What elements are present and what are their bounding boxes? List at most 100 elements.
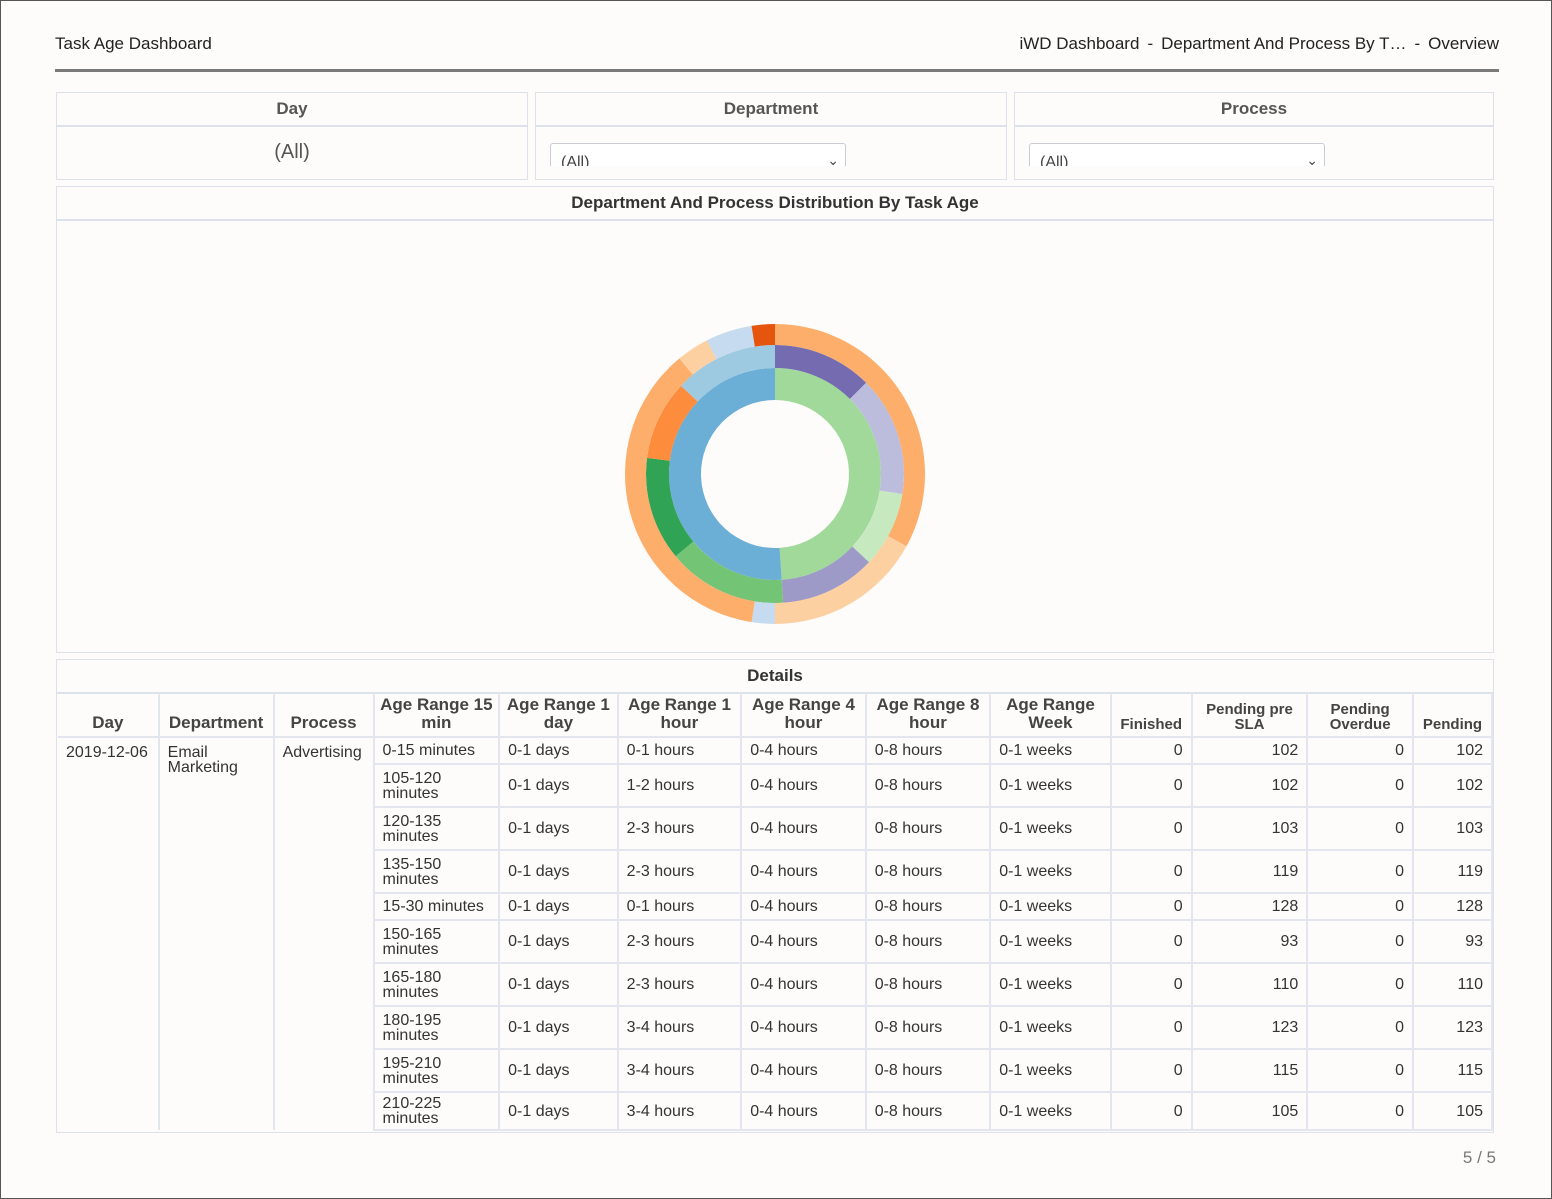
column-header[interactable]: Process	[273, 693, 375, 738]
table-cell: 0-4 hours	[741, 764, 867, 808]
process-filter-panel: Process (All) ⌄	[1014, 92, 1494, 180]
sunburst-segment-middle-4[interactable]	[675, 541, 784, 603]
day-filter-value[interactable]: (All)	[274, 141, 310, 163]
sunburst-segment-middle-3[interactable]	[781, 546, 870, 603]
sunburst-segment-inner-1[interactable]	[669, 368, 782, 580]
department-filter-label: Department	[536, 93, 1006, 127]
column-header[interactable]: Age Range 1 hour	[617, 693, 743, 738]
table-cell: 2-3 hours	[617, 850, 743, 894]
table-cell: 102	[1191, 737, 1309, 765]
table-cell: 0-8 hours	[865, 737, 992, 765]
table-cell: 128	[1191, 893, 1309, 921]
table-cell: 1-2 hours	[617, 764, 743, 808]
column-header[interactable]: Day	[58, 693, 160, 738]
table-cell: 0-1 weeks	[990, 1092, 1112, 1131]
table-cell: 0-1 weeks	[990, 807, 1112, 851]
table-cell: 0-8 hours	[865, 920, 992, 964]
table-cell: 0-4 hours	[741, 1092, 867, 1131]
process-dropdown[interactable]: (All) ⌄	[1029, 143, 1325, 166]
column-header[interactable]: Age Range 8 hour	[865, 693, 992, 738]
column-header[interactable]: Age Range 4 hour	[741, 693, 867, 738]
column-header[interactable]: Pending	[1413, 693, 1493, 738]
table-cell: 110	[1191, 963, 1309, 1007]
table-cell: 0-1 hours	[617, 893, 743, 921]
sunburst-segment-middle-6[interactable]	[647, 385, 698, 461]
column-header[interactable]: Age Range 15 min	[373, 693, 501, 738]
table-cell: 103	[1413, 807, 1493, 851]
table-row: 180-195 minutes 0-1 days 3-4 hours 0-4 hour…	[58, 1006, 1493, 1050]
table-cell: 135-150 minutes	[373, 850, 501, 894]
process-dropdown-value: (All)	[1040, 154, 1069, 166]
department-dropdown-value: (All)	[561, 154, 590, 166]
column-header[interactable]: Pending Overdue	[1307, 693, 1414, 738]
sunburst-segment-outer-4[interactable]	[679, 340, 717, 375]
table-cell: 0-1 weeks	[990, 963, 1112, 1007]
breadcrumb-item-report[interactable]: Department And Process By T…	[1161, 34, 1407, 53]
table-cell-day: 2019-12-06	[58, 737, 160, 1130]
table-cell: 102	[1413, 764, 1493, 808]
table-cell: 0-8 hours	[865, 1006, 992, 1050]
sunburst-segment-outer-6[interactable]	[751, 324, 775, 347]
table-cell: 0	[1110, 1006, 1193, 1050]
column-header[interactable]: Department	[158, 693, 275, 738]
table-cell: 0-1 days	[499, 850, 619, 894]
table-cell: 0	[1307, 764, 1414, 808]
table-cell: 0-4 hours	[741, 920, 867, 964]
table-cell: 150-165 minutes	[373, 920, 501, 964]
details-panel: Details Day Department Process Age Range…	[56, 659, 1494, 1133]
table-cell: 0-1 weeks	[990, 1049, 1112, 1093]
table-cell: 0-1 days	[499, 807, 619, 851]
chart-panel: Department And Process Distribution By T…	[56, 186, 1494, 653]
column-header[interactable]: Age Range Week	[990, 693, 1112, 738]
breadcrumb: iWD Dashboard - Department And Process By …	[1019, 34, 1499, 54]
table-cell: 0-4 hours	[741, 737, 867, 765]
sunburst-segment-inner-0[interactable]	[775, 368, 882, 580]
sunburst-segment-middle-0[interactable]	[775, 345, 867, 400]
table-cell: 0-1 days	[499, 920, 619, 964]
table-row: 135-150 minutes 0-1 days 2-3 hours 0-4 hour…	[58, 850, 1493, 894]
table-cell: 115	[1413, 1049, 1493, 1093]
table-cell: 0-1 weeks	[990, 920, 1112, 964]
column-header[interactable]: Pending pre SLA	[1191, 693, 1309, 738]
table-cell: 0-8 hours	[865, 1092, 992, 1131]
dashboard-header: Task Age Dashboard iWD Dashboard - Departm…	[55, 34, 1499, 72]
breadcrumb-item-dashboard[interactable]: iWD Dashboard	[1019, 34, 1140, 53]
column-header[interactable]: Age Range 1 day	[499, 693, 619, 738]
table-cell: 0-8 hours	[865, 807, 992, 851]
table-cell: 93	[1191, 920, 1309, 964]
sunburst-segment-outer-2[interactable]	[751, 601, 775, 624]
table-cell: 0-1 days	[499, 963, 619, 1007]
table-row: 105-120 minutes 0-1 days 1-2 hours 0-4 hour…	[58, 764, 1493, 808]
table-cell: 0	[1307, 1049, 1414, 1093]
table-cell: 195-210 minutes	[373, 1049, 501, 1093]
table-cell: 0	[1307, 807, 1414, 851]
table-cell: 0-4 hours	[741, 807, 867, 851]
day-filter-label: Day	[57, 93, 527, 127]
sunburst-segment-middle-1[interactable]	[849, 382, 904, 495]
sunburst-segment-outer-1[interactable]	[775, 536, 907, 624]
table-cell: 0-15 minutes	[373, 737, 501, 765]
chevron-down-icon: ⌄	[1306, 152, 1318, 166]
table-cell: 0-1 weeks	[990, 764, 1112, 808]
table-cell: 0-1 days	[499, 1092, 619, 1131]
table-cell: 0-1 days	[499, 893, 619, 921]
table-cell: 0-1 weeks	[990, 737, 1112, 765]
breadcrumb-item-overview[interactable]: Overview	[1428, 34, 1499, 53]
sunburst-segment-middle-5[interactable]	[646, 457, 694, 557]
column-header[interactable]: Finished	[1110, 693, 1193, 738]
table-cell: 0-1 weeks	[990, 893, 1112, 921]
table-cell: 0-8 hours	[865, 1049, 992, 1093]
sunburst-segment-middle-2[interactable]	[852, 490, 903, 563]
breadcrumb-separator: -	[1147, 34, 1154, 53]
table-cell: 0-1 weeks	[990, 850, 1112, 894]
table-row: 195-210 minutes 0-1 days 3-4 hours 0-4 hour…	[58, 1049, 1493, 1093]
department-dropdown[interactable]: (All) ⌄	[550, 143, 846, 166]
sunburst-segment-outer-0[interactable]	[775, 324, 926, 547]
table-cell: 0-8 hours	[865, 963, 992, 1007]
table-cell: 0-4 hours	[741, 1049, 867, 1093]
sunburst-segment-middle-7[interactable]	[680, 345, 775, 402]
table-cell: 0-1 days	[499, 1049, 619, 1093]
sunburst-segment-outer-3[interactable]	[625, 358, 755, 623]
sunburst-segment-outer-5[interactable]	[706, 325, 755, 360]
table-cell: 105-120 minutes	[373, 764, 501, 808]
